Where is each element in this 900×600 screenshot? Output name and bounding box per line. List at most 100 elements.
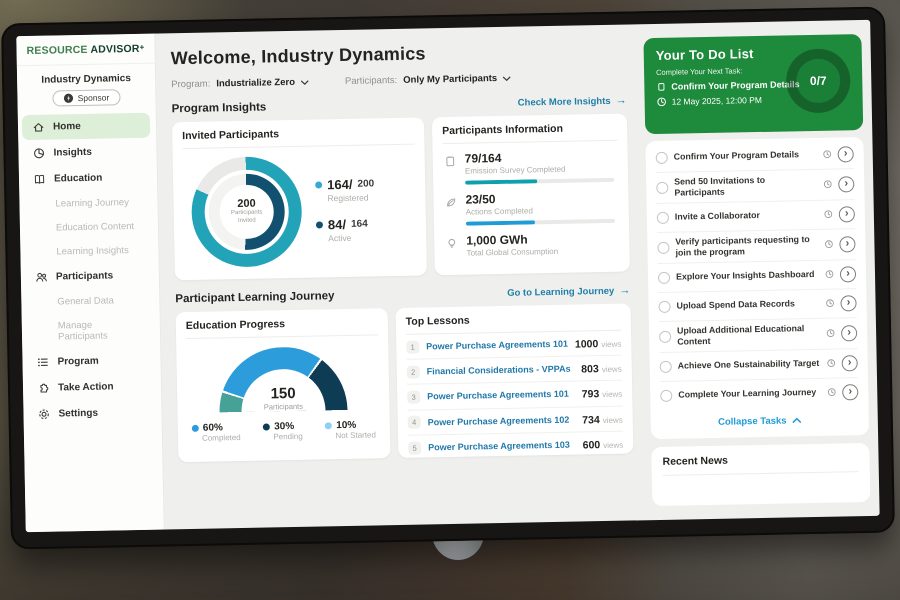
task-label: Explore Your Insights Dashboard (676, 269, 819, 283)
sidebar-item-education[interactable]: Education (23, 165, 151, 192)
sidebar-item-learning-journey[interactable]: Learning Journey (23, 191, 151, 216)
invited-donut-outer: 200 Participants Invited (191, 156, 303, 268)
lesson-title-link[interactable]: Power Purchase Agreements 103 (428, 440, 576, 453)
bulb-icon (444, 234, 458, 258)
sidebar-item-settings[interactable]: Settings (27, 400, 155, 427)
sidebar-item-label: Take Action (58, 381, 114, 393)
todo-tasks-card: Confirm Your Program Details › Send 50 I… (645, 137, 869, 439)
clock-icon (824, 210, 833, 219)
task-row[interactable]: Invite a Collaborator › (657, 199, 856, 232)
legend-dot (315, 181, 322, 188)
invited-participants-card: Invited Participants 200 Participants (172, 117, 427, 280)
sidebar-item-program[interactable]: Program (26, 348, 154, 375)
task-row[interactable]: Confirm Your Program Details › (655, 139, 854, 172)
task-row[interactable]: Explore Your Insights Dashboard › (658, 259, 857, 292)
sidebar-item-home[interactable]: Home (22, 113, 150, 140)
legend-dot (263, 423, 270, 430)
task-checkbox[interactable] (660, 361, 672, 373)
participants-filter-label: Participants: (345, 75, 397, 87)
progress-track (465, 178, 614, 185)
chevron-right-icon[interactable]: › (839, 206, 855, 222)
task-checkbox[interactable] (656, 182, 668, 194)
chevron-right-icon[interactable]: › (842, 355, 858, 371)
chevron-up-icon (791, 418, 801, 424)
task-checkbox[interactable] (658, 272, 670, 284)
invited-participants-donut: 200 Participants Invited (191, 156, 303, 268)
participants-dropdown[interactable]: Only My Participants (403, 73, 511, 86)
chevron-right-icon[interactable]: › (839, 236, 855, 252)
sidebar-item-label: Manage Participants (58, 319, 144, 343)
collapse-tasks-link[interactable]: Collapse Tasks (661, 406, 859, 435)
sidebar-item-participants[interactable]: Participants (25, 263, 153, 290)
chevron-right-icon[interactable]: › (838, 176, 854, 192)
section-title: Participant Learning Journey (175, 290, 334, 305)
chevron-down-icon (300, 79, 309, 85)
logo-advisor: ADVISOR (90, 43, 139, 56)
legend-value: 164/ (327, 177, 353, 192)
book-icon (33, 173, 46, 186)
sponsor-badge-label: Sponsor (78, 92, 110, 103)
sidebar-item-manage-participants[interactable]: Manage Participants (26, 313, 155, 349)
program-dropdown[interactable]: Industrialize Zero (216, 77, 309, 90)
legend-label: Pending (273, 432, 303, 442)
sidebar-item-education-content[interactable]: Education Content (24, 215, 152, 240)
chevron-right-icon[interactable]: › (840, 295, 856, 311)
sponsor-badge-wrap: Sponsor (17, 89, 155, 108)
task-checkbox[interactable] (659, 331, 671, 343)
chevron-right-icon[interactable]: › (838, 146, 854, 162)
task-label: Send 50 Invitations to Participants (674, 174, 817, 199)
survey-icon (443, 152, 458, 185)
people-icon (35, 271, 48, 284)
sidebar-item-label: Learning Insights (56, 245, 129, 257)
lesson-title-link[interactable]: Power Purchase Agreements 101 (426, 339, 568, 352)
sidebar-item-general-data[interactable]: General Data (25, 289, 153, 314)
lesson-row[interactable]: 5 Power Purchase Agreements 103 600views (408, 431, 624, 460)
invited-donut-inner: 200 Participants Invited (208, 173, 285, 250)
sponsor-badge[interactable]: Sponsor (52, 89, 120, 106)
lesson-title-link[interactable]: Power Purchase Agreements 101 (427, 389, 575, 402)
legend-value-denominator: 200 (357, 178, 374, 189)
task-row[interactable]: Achieve One Sustainability Target › (659, 348, 858, 381)
legend-value: 30% (274, 421, 294, 432)
logo-plus: + (140, 43, 145, 52)
sidebar-item-insights[interactable]: Insights (22, 139, 150, 166)
task-checkbox[interactable] (657, 212, 669, 224)
chevron-right-icon[interactable]: › (841, 325, 857, 341)
task-checkbox[interactable] (658, 301, 670, 313)
stat-emission-survey: 79/164 Emission Survey Completed (443, 149, 619, 185)
task-checkbox[interactable] (656, 151, 668, 163)
legend-value: 10% (336, 420, 356, 431)
legend-value-denominator: 164 (351, 219, 368, 230)
stat-value: 23/50 (465, 190, 614, 207)
legend-label: Registered (327, 192, 374, 203)
todo-next-task: Confirm Your Program Details (671, 79, 799, 91)
task-row[interactable]: Complete Your Learning Journey › (660, 377, 859, 410)
clock-icon (825, 270, 834, 279)
lesson-views: 1000 (575, 338, 599, 350)
clock-icon (827, 388, 836, 397)
check-more-insights-link[interactable]: Check More Insights → (518, 95, 627, 109)
sidebar-item-learning-insights[interactable]: Learning Insights (24, 239, 152, 264)
stat-value: 79/164 (465, 149, 614, 166)
lesson-title-link[interactable]: Power Purchase Agreements 102 (428, 414, 576, 427)
views-suffix: views (603, 441, 623, 450)
stat-value: 1,000 GWh (466, 231, 615, 248)
sidebar-item-take-action[interactable]: Take Action (27, 374, 155, 401)
task-checkbox[interactable] (660, 390, 672, 402)
lesson-title-link[interactable]: Financial Considerations - VPPAs (427, 364, 575, 377)
go-to-learning-journey-link[interactable]: Go to Learning Journey → (507, 285, 630, 299)
chevron-down-icon (502, 75, 511, 81)
arrow-right-icon: → (616, 95, 627, 107)
todo-summary-card: Your To Do List Complete Your Next Task:… (643, 34, 863, 134)
task-row[interactable]: Verify participants requesting to join t… (657, 228, 856, 263)
chevron-right-icon[interactable]: › (840, 266, 856, 282)
task-checkbox[interactable] (657, 242, 669, 254)
todo-progress-ring: 0/7 (786, 48, 851, 113)
list-icon (36, 356, 49, 369)
chevron-right-icon[interactable]: › (842, 384, 858, 400)
clock-icon (657, 97, 667, 107)
task-row[interactable]: Send 50 Invitations to Participants › (656, 168, 855, 203)
arrow-right-icon: → (619, 285, 630, 297)
task-row[interactable]: Upload Spend Data Records › (658, 288, 857, 321)
task-row[interactable]: Upload Additional Educational Content › (659, 317, 858, 352)
